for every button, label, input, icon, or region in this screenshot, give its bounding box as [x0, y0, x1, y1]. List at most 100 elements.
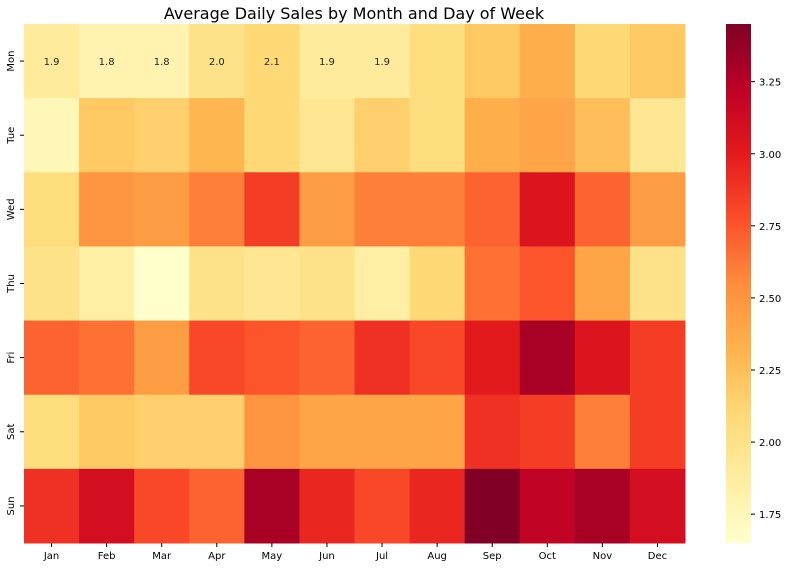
heatmap-cell: [519, 468, 576, 544]
y-tick-label: Tue: [6, 127, 17, 145]
colorbar-tick-label: 2.25: [759, 366, 781, 377]
x-tick-label: Jul: [375, 551, 388, 562]
heatmap-cell: [189, 246, 245, 322]
colorbar-tick-label: 2.50: [759, 294, 781, 305]
heatmap-cell: [189, 320, 245, 396]
heatmap-cell: [574, 394, 631, 470]
x-tick-label: Oct: [539, 551, 556, 562]
heatmap-cell: [134, 320, 190, 396]
heatmap-cell: [629, 468, 686, 544]
heatmap-cell: [354, 172, 411, 247]
heatmap-cell: [409, 394, 466, 470]
colorbar-axis: 1.75 2.00 2.25 2.50 2.75 3.00 3.25: [751, 78, 781, 521]
heatmap-cells: [24, 24, 686, 544]
heatmap-cell-labels: 1.9 1.8 1.8 2.0 2.1 1.9 1.9: [44, 57, 390, 68]
heatmap-cell: [574, 98, 631, 173]
heatmap-cell: [79, 320, 135, 396]
heatmap-cell: [409, 172, 466, 247]
heatmap-cell: [629, 320, 686, 396]
heatmap-cell: [409, 24, 466, 99]
heatmap-cell: [244, 320, 300, 396]
heatmap-cell: [299, 320, 355, 396]
y-axis: Mon Tue Wed Thu Fri Sat Sun: [6, 51, 24, 515]
heatmap-cell: [189, 394, 245, 470]
chart-title: Average Daily Sales by Month and Day of …: [164, 4, 545, 23]
heatmap-cell: [464, 246, 521, 322]
heatmap-cell: [574, 246, 631, 322]
heatmap-cell: [134, 98, 190, 173]
heatmap-cell: [464, 172, 521, 247]
heatmap-cell: [79, 24, 135, 99]
x-tick-label: Feb: [98, 551, 116, 562]
heatmap-cell: [79, 172, 135, 247]
heatmap-cell: [244, 98, 300, 173]
heatmap-cell: [24, 320, 80, 396]
colorbar-tick-label: 2.00: [759, 438, 781, 449]
y-tick-label: Sun: [6, 496, 17, 515]
heatmap-cell: [629, 246, 686, 322]
colorbar-tick-label: 3.25: [759, 78, 781, 89]
colorbar: [726, 24, 751, 543]
heatmap-cell: [79, 394, 135, 470]
heatmap-cell: [464, 320, 521, 396]
heatmap-cell: [244, 172, 300, 247]
heatmap-cell: [134, 24, 190, 99]
heatmap-cell: [574, 468, 631, 544]
heatmap-cell: [134, 172, 190, 247]
heatmap-cell: [24, 468, 80, 544]
heatmap-cell: [299, 172, 355, 247]
x-tick-label: Apr: [208, 551, 226, 562]
heatmap-cell: [299, 468, 355, 544]
x-tick-label: Jan: [43, 551, 59, 562]
heatmap-cell: [519, 394, 576, 470]
cell-value-label: 2.1: [264, 57, 280, 68]
heatmap-cell: [409, 246, 466, 322]
x-tick-label: Sep: [483, 551, 502, 562]
heatmap-cell: [299, 394, 355, 470]
y-tick-label: Wed: [6, 198, 17, 220]
heatmap-cell: [464, 394, 521, 470]
colorbar-tick-label: 2.75: [759, 222, 781, 233]
heatmap-cell: [354, 246, 411, 322]
heatmap-cell: [299, 24, 355, 99]
heatmap-cell: [574, 24, 631, 99]
y-tick-label: Thu: [6, 274, 17, 294]
heatmap-cell: [409, 320, 466, 396]
x-tick-label: Dec: [648, 551, 667, 562]
heatmap-cell: [354, 320, 411, 396]
heatmap-cell: [24, 24, 80, 99]
x-axis: Jan Feb Mar Apr May Jun Jul Aug Sep Oct Nov Dec: [43, 543, 667, 562]
heatmap-cell: [244, 246, 300, 322]
y-tick-label: Fri: [6, 352, 17, 364]
heatmap-cell: [299, 246, 355, 322]
cell-value-label: 1.8: [99, 57, 115, 68]
heatmap-cell: [134, 468, 190, 544]
heatmap-cell: [464, 468, 521, 544]
heatmap-cell: [629, 172, 686, 247]
heatmap-cell: [189, 98, 245, 173]
heatmap-cell: [519, 320, 576, 396]
heatmap-cell: [244, 394, 300, 470]
colorbar-tick-label: 3.00: [759, 150, 781, 161]
heatmap-cell: [189, 172, 245, 247]
heatmap-cell: [79, 98, 135, 173]
cell-value-label: 1.9: [319, 57, 335, 68]
x-tick-label: Nov: [593, 551, 613, 562]
colorbar-tick-label: 1.75: [759, 510, 781, 521]
heatmap-cell: [519, 24, 576, 99]
x-tick-label: Mar: [152, 551, 172, 562]
heatmap-cell: [79, 246, 135, 322]
heatmap-cell: [629, 24, 686, 99]
heatmap-cell: [354, 468, 411, 544]
cell-value-label: 1.9: [374, 57, 390, 68]
heatmap-cell: [244, 468, 300, 544]
cell-value-label: 1.8: [154, 57, 170, 68]
heatmap-cell: [24, 172, 80, 247]
heatmap-cell: [464, 98, 521, 173]
heatmap-cell: [299, 98, 355, 173]
heatmap-cell: [354, 98, 411, 173]
heatmap-cell: [354, 24, 411, 99]
heatmap-cell: [574, 172, 631, 247]
heatmap-cell: [24, 98, 80, 173]
